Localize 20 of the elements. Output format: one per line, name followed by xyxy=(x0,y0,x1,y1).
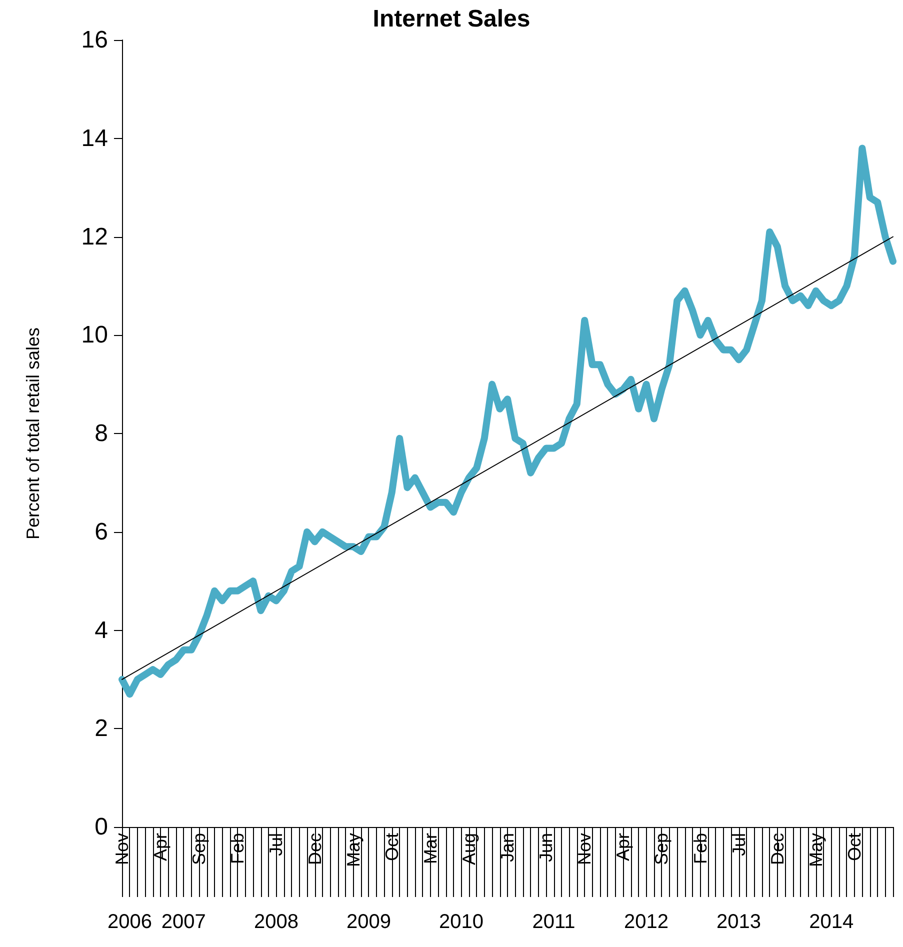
y-tick-label: 4 xyxy=(94,616,108,644)
annotation: 2010 xyxy=(438,911,484,933)
annotation: 2012 xyxy=(624,911,669,933)
annotation: 2009 xyxy=(346,911,391,933)
annotation: 2013 xyxy=(716,911,762,933)
y-tick-label: 12 xyxy=(81,223,108,250)
y-tick-label: 14 xyxy=(81,124,108,152)
y-tick-label: 16 xyxy=(81,26,108,54)
y-tick-label: 2 xyxy=(94,715,108,742)
annotation: 2011 xyxy=(532,911,576,933)
annotation: 2007 xyxy=(161,911,206,933)
y-tick-label: 6 xyxy=(94,518,108,546)
y-tick-label: 0 xyxy=(94,814,108,840)
annotation: 2014 xyxy=(809,911,854,933)
annotation: 2008 xyxy=(254,911,298,933)
chart-title: Internet Sales xyxy=(372,6,530,32)
annotation: 2006 xyxy=(107,911,152,933)
y-tick-label: 8 xyxy=(94,420,108,447)
y-axis-title: Percent of total retail sales xyxy=(23,327,43,540)
y-tick-label: 10 xyxy=(81,322,108,349)
